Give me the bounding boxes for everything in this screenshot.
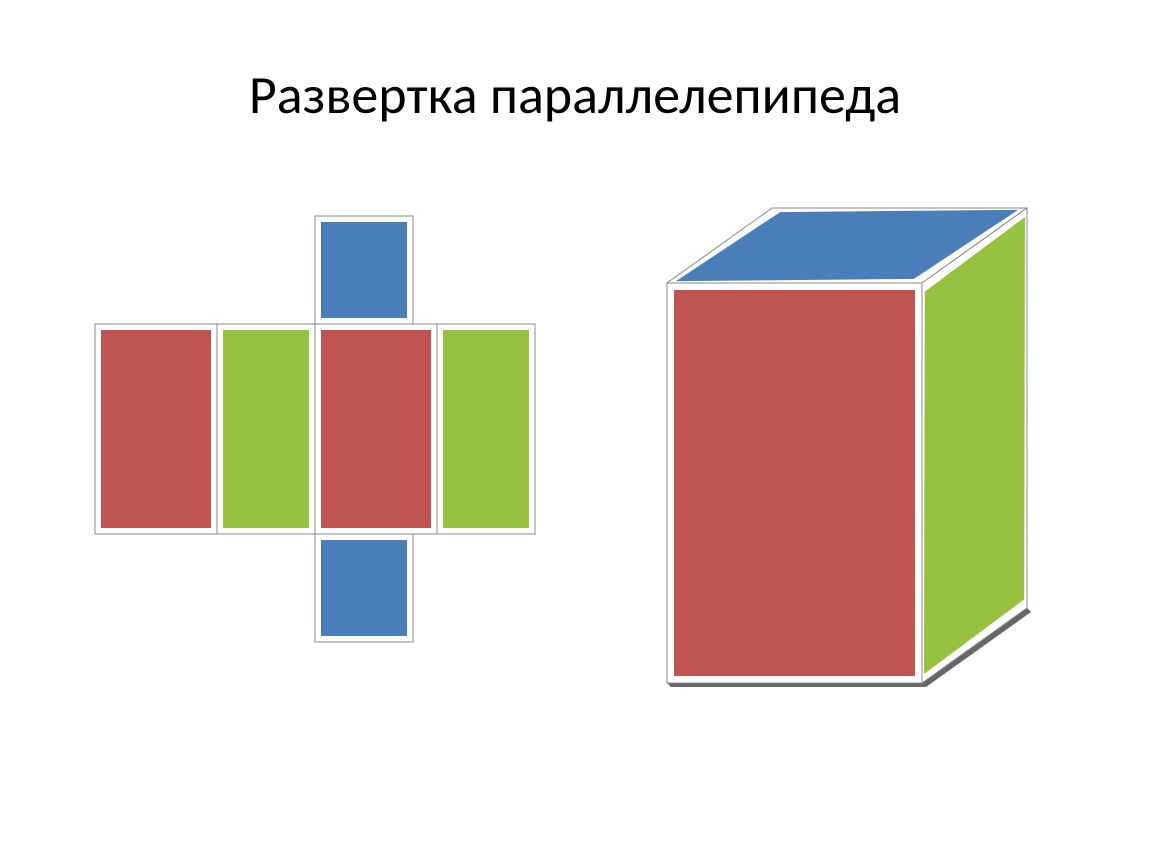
diagram-canvas [0, 0, 1150, 864]
solid-shadow-front [667, 683, 926, 687]
solid-side-face [924, 217, 1025, 674]
net-face-bottom-blue [321, 540, 407, 636]
net-face-left-green [223, 330, 309, 528]
page-title: Развертка параллелепипеда [0, 62, 1150, 128]
net-group [95, 216, 535, 642]
solid-front-face [674, 290, 915, 676]
net-face-left-red [101, 330, 211, 528]
net-face-right-green [443, 330, 529, 528]
solid-group [667, 208, 1031, 687]
net-face-center-red [321, 330, 431, 528]
net-face-top-blue [321, 222, 407, 318]
